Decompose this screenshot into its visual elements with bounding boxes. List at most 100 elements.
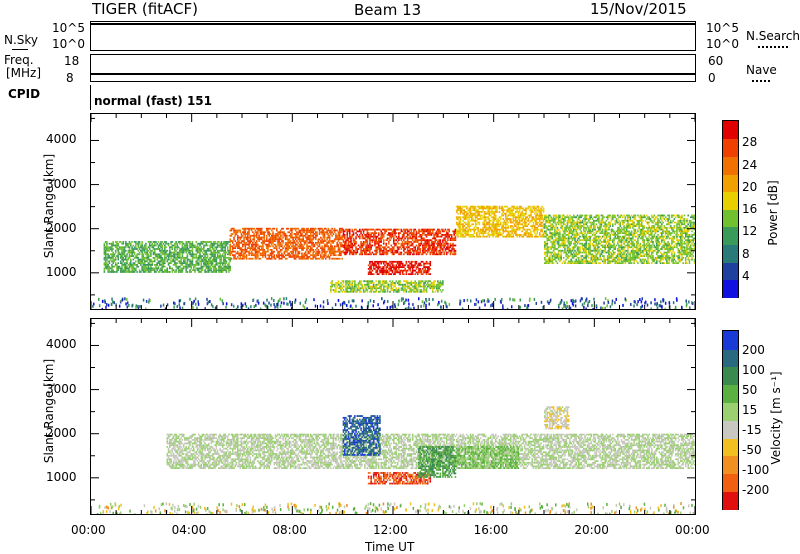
data-cell: [425, 235, 428, 238]
data-cell: [367, 237, 370, 240]
data-cell: [347, 228, 350, 231]
data-cell: [421, 232, 424, 234]
data-cell: [560, 223, 562, 226]
data-cell: [428, 246, 430, 249]
data-cell: [400, 283, 403, 286]
data-cell: [562, 234, 565, 236]
data-cell: [180, 258, 182, 261]
data-cell: [272, 231, 274, 234]
data-cell: [501, 207, 503, 210]
data-cell: [462, 230, 464, 233]
data-cell: [405, 246, 408, 249]
data-cell: [160, 251, 162, 254]
data-cell: [476, 216, 478, 219]
data-cell: [211, 265, 214, 268]
data-cell: [192, 255, 195, 257]
data-cell: [462, 235, 464, 238]
data-cell: [398, 235, 400, 238]
data-cell: [301, 240, 303, 242]
data-cell: [389, 249, 391, 252]
data-cell: [418, 242, 420, 245]
data-cell: [398, 287, 400, 290]
data-cell: [449, 242, 452, 245]
data-cell: [262, 240, 264, 242]
data-cell: [504, 226, 507, 229]
data-cell: [564, 216, 566, 219]
data-cell: [463, 235, 466, 238]
data-cell: [496, 211, 498, 213]
data-cell: [442, 228, 444, 231]
data-cell: [150, 267, 152, 270]
nave-tick-60: 60: [708, 54, 724, 68]
data-cell: [185, 265, 187, 268]
data-cell: [130, 262, 132, 264]
data-cell: [299, 229, 302, 232]
data-cell: [428, 234, 430, 236]
data-cell: [396, 262, 399, 265]
data-cell: [554, 239, 556, 242]
data-cell: [223, 262, 225, 264]
data-cell: [123, 251, 126, 254]
data-cell: [437, 244, 439, 247]
data-cell: [286, 249, 288, 251]
data-cell: [517, 207, 520, 210]
data-cell: [554, 228, 556, 231]
data-cell: [418, 269, 420, 272]
data-cell: [182, 251, 185, 254]
data-cell: [337, 247, 340, 249]
data-cell: [544, 244, 546, 247]
data-cell: [455, 209, 458, 212]
data-cell: [209, 258, 211, 261]
data-cell: [132, 249, 135, 252]
data-cell: [216, 269, 219, 272]
data-cell: [469, 214, 472, 217]
data-cell: [425, 239, 428, 242]
data-cell: [341, 243, 344, 246]
data-cell: [371, 232, 374, 234]
data-cell: [487, 211, 489, 213]
data-cell: [477, 212, 479, 215]
data-cell: [540, 223, 542, 226]
data-cell: [526, 230, 528, 233]
data-cell: [462, 234, 464, 236]
data-cell: [143, 256, 146, 259]
data-cell: [375, 266, 377, 268]
data-cell: [229, 252, 232, 255]
data-cell: [552, 241, 555, 243]
data-cell: [545, 242, 547, 245]
data-cell: [230, 234, 233, 237]
data-cell: [522, 221, 525, 224]
data-cell: [481, 228, 483, 231]
data-cell: [468, 214, 471, 217]
data-cell: [275, 238, 278, 241]
data-cell: [301, 254, 303, 257]
data-cell: [377, 241, 380, 243]
data-cell: [343, 244, 346, 247]
data-cell: [236, 250, 239, 253]
data-cell: [224, 253, 226, 256]
data-cell: [418, 244, 420, 247]
data-cell: [240, 234, 243, 237]
data-cell: [259, 229, 262, 232]
data-cell: [121, 253, 123, 256]
data-cell: [226, 246, 229, 249]
data-cell: [216, 256, 219, 259]
data-cell: [428, 266, 430, 268]
data-cell: [353, 251, 356, 254]
data-cell: [366, 235, 369, 238]
data-cell: [502, 225, 505, 227]
data-cell: [219, 258, 221, 261]
data-cell: [166, 258, 169, 261]
data-cell: [564, 241, 566, 243]
data-cell: [432, 246, 434, 249]
data-cell: [279, 231, 282, 234]
data-cell: [118, 248, 121, 250]
data-cell: [369, 285, 371, 288]
data-cell: [398, 234, 400, 236]
data-cell: [278, 254, 281, 257]
data-cell: [122, 258, 125, 261]
data-cell: [528, 214, 531, 217]
data-cell: [331, 282, 333, 284]
data-cell: [236, 252, 239, 255]
data-cell: [182, 262, 185, 264]
